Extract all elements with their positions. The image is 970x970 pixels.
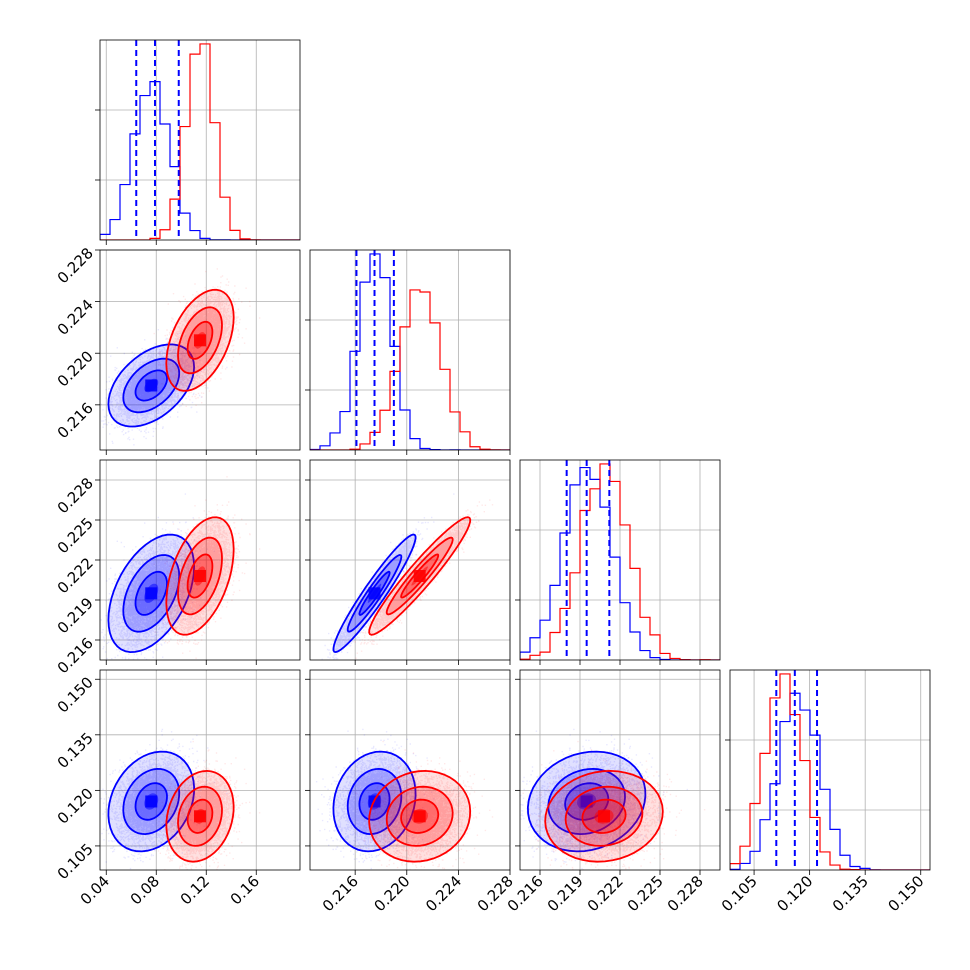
panel-frame <box>309 669 511 871</box>
y-tick-label: 0.222 <box>54 554 97 597</box>
y-tick-label: 0.228 <box>54 474 97 517</box>
panel-frame <box>309 249 511 451</box>
panel-content-3-3 <box>730 670 930 870</box>
scatter-red-series <box>153 740 261 870</box>
panel-content-2-2 <box>520 460 720 660</box>
panel-grid-0-0 <box>95 40 300 245</box>
panel-frame <box>99 669 301 871</box>
density-peak <box>145 379 158 392</box>
histogram-blue-series <box>310 253 510 450</box>
density-peak <box>413 810 426 823</box>
panel-content-0-0 <box>100 40 300 240</box>
density-peak <box>145 587 158 600</box>
scatter-red-series <box>354 740 494 870</box>
panel-frame <box>519 669 721 871</box>
y-tick-label: 0.105 <box>54 840 97 883</box>
x-tick-label: 0.225 <box>624 872 667 915</box>
panel-content-3-2 <box>520 728 706 870</box>
panel-content-1-0 <box>100 268 261 446</box>
scatter-red-series <box>522 740 706 870</box>
panel-content-2-1 <box>321 493 494 660</box>
scatter-blue-series <box>100 728 228 870</box>
density-peak <box>194 334 206 347</box>
density-peak <box>145 795 158 808</box>
panel-content-1-1 <box>310 250 510 450</box>
panel-frame <box>519 459 721 661</box>
y-tick-label: 0.224 <box>54 296 97 339</box>
histogram-blue-series <box>100 81 300 240</box>
x-tick-label: 0.16 <box>227 872 263 908</box>
panel-grid-2-2 <box>515 460 720 665</box>
panel-content-3-0 <box>100 728 261 870</box>
x-tick-label: 0.216 <box>319 872 362 915</box>
density-blue-series <box>526 750 647 853</box>
panel-grid-3-3: 0.105 0.120 0.135 0.150 <box>718 670 930 915</box>
x-tick-label: 0.105 <box>718 872 761 915</box>
density-red-series <box>368 516 472 636</box>
panel-frame <box>99 249 301 451</box>
panel-content-3-1 <box>315 728 494 870</box>
panel-grid-1-1 <box>305 250 511 455</box>
density-blue-series <box>107 343 196 428</box>
x-tick-label: 0.150 <box>884 872 927 915</box>
x-tick-label: 0.04 <box>77 872 113 908</box>
x-tick-label: 0.120 <box>773 872 816 915</box>
x-tick-label: 0.12 <box>177 872 213 908</box>
x-tick-label: 0.220 <box>371 872 414 915</box>
density-blue-series <box>107 533 196 654</box>
panel-content-2-0 <box>100 476 261 660</box>
y-tick-label: 0.228 <box>54 244 97 287</box>
scatter-blue-series <box>315 728 455 870</box>
scatter-red-series <box>153 268 261 407</box>
density-red-series <box>368 769 472 863</box>
y-tick-label: 0.220 <box>54 347 97 390</box>
y-tick-label: 0.150 <box>54 673 97 716</box>
density-red-series <box>544 769 664 863</box>
density-peak <box>368 587 381 600</box>
density-peak <box>413 570 426 582</box>
y-tick-label: 0.219 <box>54 594 97 637</box>
density-peak <box>194 810 206 823</box>
x-tick-label: 0.08 <box>127 872 163 908</box>
y-tick-label: 0.120 <box>54 784 97 827</box>
histogram-red-series <box>730 673 930 870</box>
y-tick-label: 0.216 <box>54 634 97 677</box>
panel-frame <box>729 669 931 871</box>
density-red-series <box>165 769 235 863</box>
y-tick-label: 0.135 <box>54 729 97 772</box>
y-tick-label: 0.225 <box>54 514 97 557</box>
density-red-series <box>165 516 235 636</box>
density-blue-series <box>107 750 196 853</box>
x-tick-label: 0.228 <box>664 872 707 915</box>
panel-frame <box>99 459 301 661</box>
scatter-blue-series <box>100 493 228 660</box>
x-tick-label: 0.222 <box>584 872 627 915</box>
panel-frame <box>309 459 511 661</box>
density-blue-series <box>332 533 417 654</box>
x-tick-label: 0.219 <box>544 872 587 915</box>
panel-frame <box>99 39 301 241</box>
density-peak <box>194 570 206 582</box>
histogram-blue-series <box>520 466 720 660</box>
histogram-red-series <box>310 289 510 450</box>
density-peak <box>598 810 610 823</box>
x-tick-label: 0.135 <box>829 872 872 915</box>
x-tick-label: 0.224 <box>422 872 465 915</box>
scatter-blue-series <box>100 306 228 446</box>
y-tick-label: 0.216 <box>54 399 97 442</box>
density-red-series <box>165 288 235 392</box>
